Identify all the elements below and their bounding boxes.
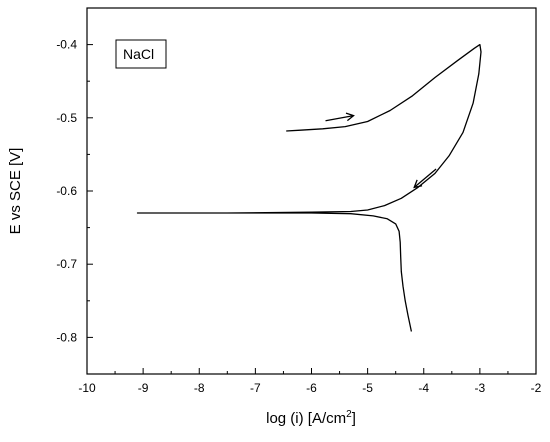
polarization-curve (136, 43, 482, 332)
x-tick-label: -4 (418, 381, 429, 395)
direction-arrows (325, 112, 437, 189)
x-tick-label: -2 (531, 381, 542, 395)
x-tick-label: -10 (78, 381, 96, 395)
y-tick-label: -0.7 (56, 257, 77, 271)
direction-arrow (325, 112, 355, 122)
y-tick-label: -0.6 (56, 184, 77, 198)
y-tick-label: -0.8 (56, 330, 77, 344)
y-axis: -0.4 -0.5 -0.6 -0.7 -0.8 (56, 38, 93, 375)
y-axis-title: E vs SCE [V] (7, 148, 24, 235)
legend-label: NaCl (123, 46, 154, 62)
x-tick-label: -7 (250, 381, 261, 395)
x-tick-label: -6 (306, 381, 317, 395)
x-tick-label: -5 (362, 381, 373, 395)
x-axis: -10 -9 -8 -7 -6 -5 -4 -3 -2 (78, 368, 542, 395)
y-tick-label: -0.4 (56, 38, 77, 52)
x-tick-label: -9 (138, 381, 149, 395)
x-tick-label: -8 (194, 381, 205, 395)
x-tick-label: -3 (475, 381, 486, 395)
direction-arrow (413, 168, 437, 189)
legend: NaCl (115, 39, 167, 69)
x-axis-title: log (i) [A/cm2] (266, 409, 356, 427)
legend-box (115, 39, 167, 69)
x-axis-title-superscript: 2 (346, 409, 352, 420)
y-tick-label: -0.5 (56, 111, 77, 125)
